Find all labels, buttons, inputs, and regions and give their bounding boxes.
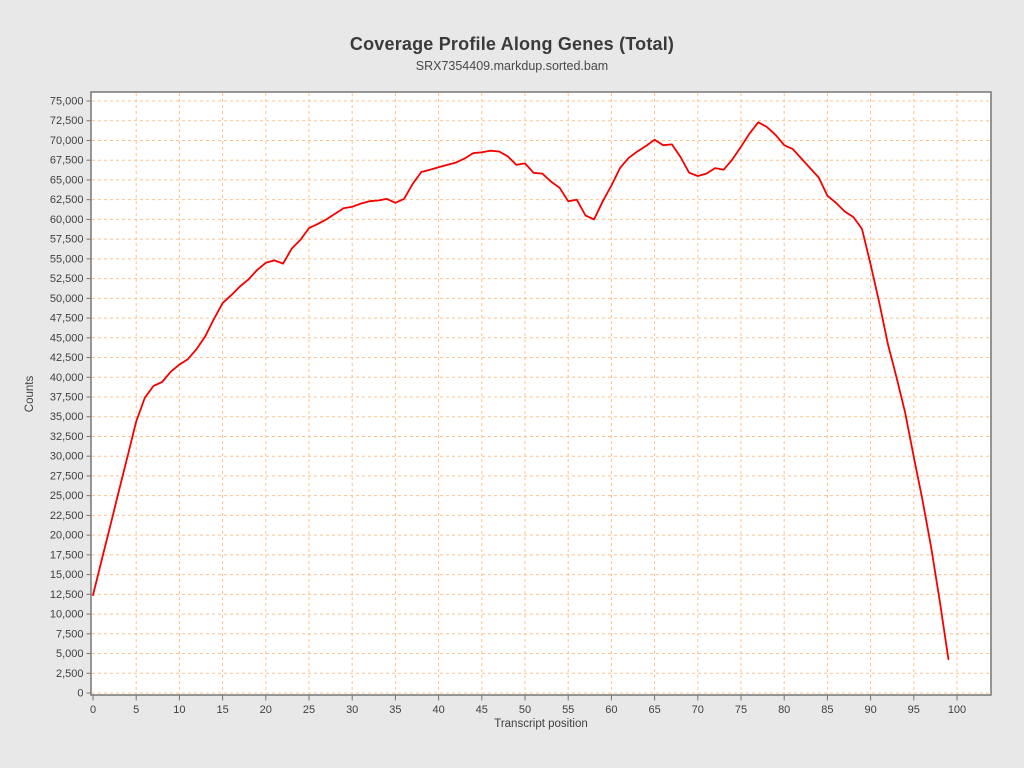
y-tick-label: 45,000 bbox=[50, 332, 84, 344]
x-tick-label: 25 bbox=[303, 704, 315, 716]
y-tick-label: 57,500 bbox=[50, 234, 84, 246]
x-tick-label: 40 bbox=[432, 704, 444, 716]
y-tick-label: 5,000 bbox=[56, 648, 84, 660]
x-tick-label: 10 bbox=[173, 704, 185, 716]
plot-area bbox=[91, 92, 991, 695]
x-tick-label: 30 bbox=[346, 704, 358, 716]
x-tick-label: 0 bbox=[90, 704, 96, 716]
x-tick-label: 95 bbox=[908, 704, 920, 716]
y-tick-label: 75,000 bbox=[50, 96, 84, 108]
chart-subtitle: SRX7354409.markdup.sorted.bam bbox=[415, 59, 609, 73]
y-tick-label: 12,500 bbox=[50, 589, 84, 601]
y-tick-label: 35,000 bbox=[50, 411, 84, 423]
y-axis-label: Counts bbox=[24, 376, 36, 413]
x-tick-label: 85 bbox=[821, 704, 833, 716]
x-tick-label: 80 bbox=[778, 704, 790, 716]
y-tick-label: 2,500 bbox=[56, 668, 84, 680]
x-tick-label: 100 bbox=[948, 704, 966, 716]
x-tick-label: 45 bbox=[476, 704, 488, 716]
x-tick-label: 70 bbox=[692, 704, 704, 716]
y-tick-label: 37,500 bbox=[50, 392, 84, 404]
y-tick-label: 22,500 bbox=[50, 510, 84, 522]
y-tick-label: 50,000 bbox=[50, 293, 84, 305]
x-tick-label: 75 bbox=[735, 704, 747, 716]
x-tick-label: 60 bbox=[605, 704, 617, 716]
chart-title: Coverage Profile Along Genes (Total) bbox=[349, 34, 675, 54]
y-tick-label: 30,000 bbox=[50, 451, 84, 463]
y-tick-label: 10,000 bbox=[50, 609, 84, 621]
y-tick-label: 55,000 bbox=[50, 253, 84, 265]
y-tick-label: 62,500 bbox=[50, 194, 84, 206]
y-tick-label: 15,000 bbox=[50, 569, 84, 581]
y-tick-label: 60,000 bbox=[50, 214, 84, 226]
x-tick-label: 55 bbox=[562, 704, 574, 716]
y-tick-label: 27,500 bbox=[50, 470, 84, 482]
x-tick-label: 15 bbox=[216, 704, 228, 716]
y-tick-label: 20,000 bbox=[50, 530, 84, 542]
x-tick-label: 35 bbox=[389, 704, 401, 716]
y-tick-label: 65,000 bbox=[50, 174, 84, 186]
y-tick-label: 40,000 bbox=[50, 372, 84, 384]
x-tick-label: 90 bbox=[864, 704, 876, 716]
y-tick-label: 52,500 bbox=[50, 273, 84, 285]
x-axis-label: Transcript position bbox=[494, 718, 588, 730]
y-tick-label: 67,500 bbox=[50, 155, 84, 167]
coverage-series-line bbox=[92, 121, 950, 660]
plot-border bbox=[90, 91, 992, 696]
y-tick-label: 47,500 bbox=[50, 313, 84, 325]
y-tick-label: 17,500 bbox=[50, 549, 84, 561]
y-tick-label: 7,500 bbox=[56, 628, 84, 640]
y-tick-label: 0 bbox=[77, 688, 83, 700]
y-tick-label: 42,500 bbox=[50, 352, 84, 364]
y-tick-label: 72,500 bbox=[50, 115, 84, 127]
y-tick-label: 32,500 bbox=[50, 431, 84, 443]
x-tick-label: 50 bbox=[519, 704, 531, 716]
x-tick-label: 20 bbox=[260, 704, 272, 716]
x-tick-label: 65 bbox=[648, 704, 660, 716]
x-tick-label: 5 bbox=[133, 704, 139, 716]
plot-layer: 0 2,500 5,000 7,500 10,000 12,500 15,000 17,500… bbox=[50, 91, 992, 716]
y-tick-label: 70,000 bbox=[50, 135, 84, 147]
y-tick-label: 25,000 bbox=[50, 490, 84, 502]
